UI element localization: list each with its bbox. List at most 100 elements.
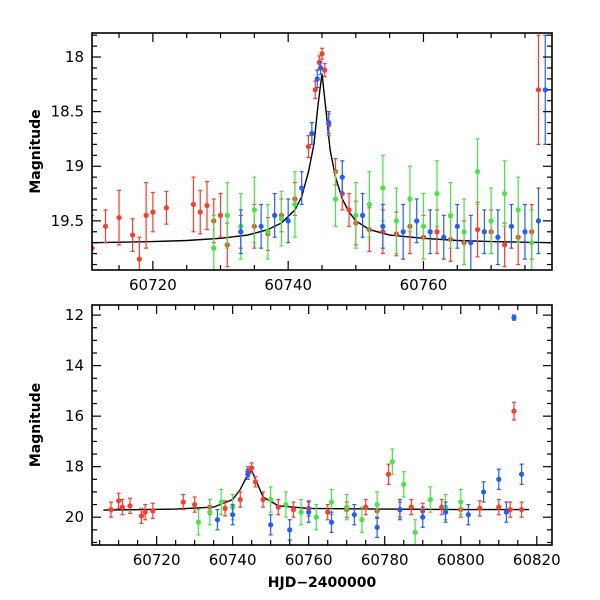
data-point-blue xyxy=(481,209,487,255)
y-tick-label: 18 xyxy=(65,458,84,476)
data-point-red xyxy=(136,236,142,270)
data-point-red xyxy=(385,463,392,485)
data-point-red xyxy=(192,496,198,513)
data-point-green xyxy=(515,176,521,244)
data-point-green xyxy=(412,519,418,545)
data-point-red xyxy=(305,135,312,159)
data-point-red xyxy=(535,34,542,146)
ticks xyxy=(92,305,552,545)
data-point-red xyxy=(143,182,149,249)
y-tick-label: 19.5 xyxy=(51,212,84,230)
y-tick-label: 20 xyxy=(65,508,84,526)
data-point-blue xyxy=(380,203,386,249)
data-point-green xyxy=(283,491,289,518)
data-point-blue xyxy=(309,121,315,146)
data-point-green xyxy=(389,448,395,475)
data-point-red xyxy=(439,498,445,516)
data-point-red xyxy=(237,491,243,508)
data-point-red xyxy=(502,222,508,268)
data-point-green xyxy=(529,209,535,270)
data-point-red xyxy=(252,476,259,488)
data-point-blue xyxy=(238,209,244,255)
data-point-blue xyxy=(214,509,221,531)
data-point-blue xyxy=(414,198,420,244)
data-point-red xyxy=(260,491,266,508)
data-point-green xyxy=(195,509,202,536)
data-point-green xyxy=(313,503,319,531)
x-tick-label: 60760 xyxy=(400,276,448,294)
data-point-blue xyxy=(268,514,274,536)
x-tick-label: 60820 xyxy=(513,551,561,569)
data-point-blue xyxy=(495,209,501,266)
model-curve xyxy=(103,469,530,511)
data-point-blue xyxy=(245,468,251,480)
y-tick-label: 12 xyxy=(65,306,84,324)
data-point-red xyxy=(322,62,328,78)
y-tick-label: 18.5 xyxy=(51,103,84,121)
data-point-blue xyxy=(318,60,324,76)
data-point-red xyxy=(249,462,255,474)
data-point-red xyxy=(129,218,136,253)
data-point-red xyxy=(511,401,517,421)
data-point-blue xyxy=(230,503,236,526)
data-point-red xyxy=(102,209,109,244)
data-point-red xyxy=(119,498,126,516)
data-point-blue xyxy=(351,503,357,526)
data-point-blue xyxy=(272,192,278,238)
data-point-red xyxy=(197,189,203,235)
data-point-red xyxy=(312,80,318,100)
y-tick-label: 19 xyxy=(65,157,84,175)
x-tick-label: 60720 xyxy=(133,551,181,569)
data-point-red xyxy=(138,507,145,525)
data-point-green xyxy=(353,182,359,249)
x-tick-label: 60760 xyxy=(285,551,333,569)
data-point-red xyxy=(477,500,483,517)
y-axis-label: Magnitude xyxy=(28,109,44,193)
data-point-blue xyxy=(535,187,542,255)
data-point-red xyxy=(290,501,297,518)
data-point-red xyxy=(217,192,224,238)
data-point-blue xyxy=(258,203,264,249)
data-point-green xyxy=(211,214,217,270)
data-point-green xyxy=(374,491,380,518)
data-point-green xyxy=(393,187,400,255)
data-point-red xyxy=(180,493,186,511)
data-point-red xyxy=(325,503,331,521)
data-point-green xyxy=(344,493,350,521)
y-axis-label: Magnitude xyxy=(28,383,44,467)
plot-area xyxy=(92,34,552,270)
data-point-green xyxy=(268,486,274,513)
y-tick-label: 16 xyxy=(65,407,84,425)
data-point-green xyxy=(434,160,440,227)
data-point-blue xyxy=(427,209,433,255)
data-point-red xyxy=(150,502,156,520)
bottom-panel: 60720 60740 60760 60780 60800 60820 12 14 16 18 20… xyxy=(28,304,561,591)
data-point-red xyxy=(204,180,210,231)
data-point-blue xyxy=(503,501,509,523)
data-point-blue xyxy=(400,203,406,260)
data-point-red xyxy=(346,192,352,227)
data-point-blue xyxy=(454,203,460,249)
data-point-green xyxy=(359,506,365,533)
data-point-blue xyxy=(511,314,517,321)
data-point-red xyxy=(116,492,122,509)
data-point-blue xyxy=(468,214,474,270)
data-point-blue xyxy=(287,519,293,541)
data-point-red xyxy=(222,500,228,517)
x-tick-label: 60720 xyxy=(129,276,177,294)
data-point-green xyxy=(366,171,372,238)
data-point-green xyxy=(474,138,481,206)
data-point-blue xyxy=(299,171,305,206)
data-point-red xyxy=(116,189,122,246)
data-point-green xyxy=(488,187,494,255)
y-tick-label: 14 xyxy=(65,357,84,375)
data-point-green xyxy=(458,488,464,516)
data-point-green xyxy=(218,488,224,516)
x-tick-label: 60780 xyxy=(361,551,409,569)
data-point-red xyxy=(319,47,325,60)
data-point-green xyxy=(332,171,339,227)
data-point-red xyxy=(108,501,114,518)
data-point-blue xyxy=(465,503,471,526)
data-point-blue xyxy=(306,501,312,523)
x-tick-label: 60800 xyxy=(437,551,485,569)
